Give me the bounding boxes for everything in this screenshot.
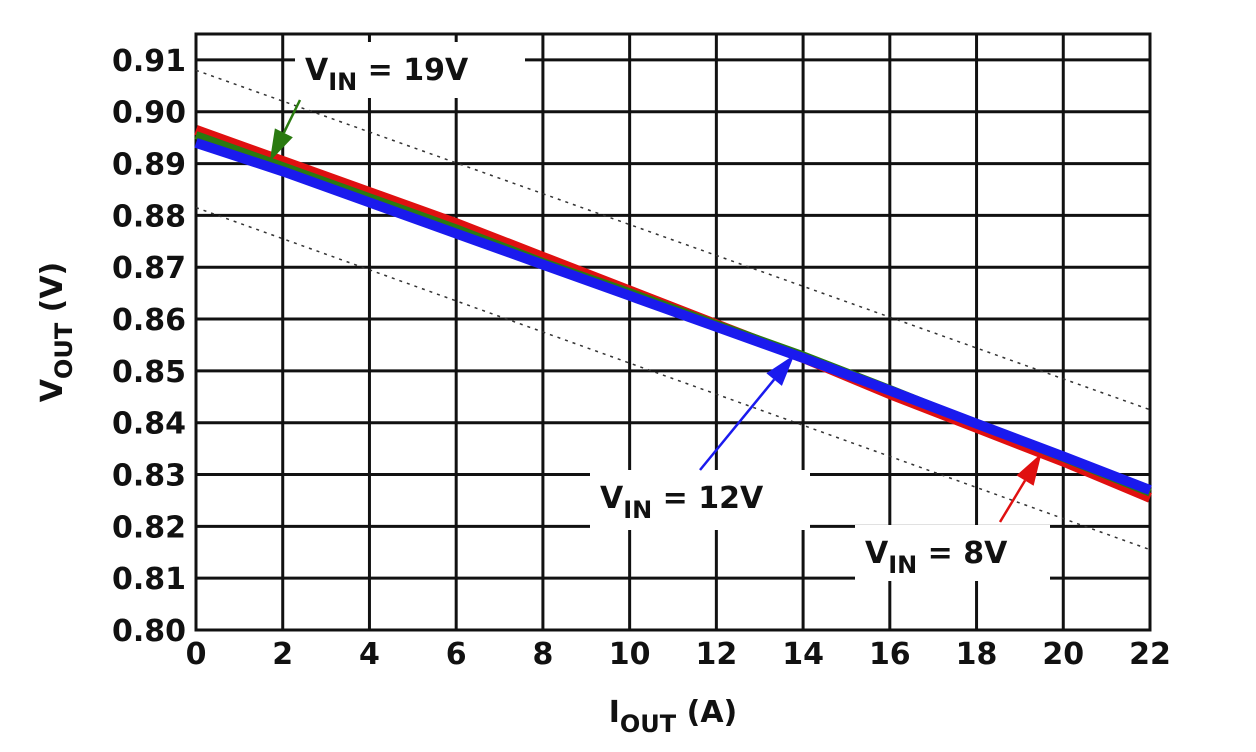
x-tick-label: 22 bbox=[1129, 637, 1171, 672]
annotation-arrow-shaft bbox=[998, 479, 1027, 523]
annotation-arrow-shaft bbox=[699, 378, 776, 471]
x-axis-label-sub: OUT bbox=[620, 710, 677, 738]
y-tick-label: 0.85 bbox=[112, 355, 186, 390]
y-axis-label-unit: (V) bbox=[35, 262, 70, 323]
x-tick-label: 8 bbox=[532, 637, 553, 672]
series-line-vin-12v bbox=[194, 138, 1152, 495]
y-axis-label-sub: OUT bbox=[50, 322, 78, 379]
x-axis-label: IOUT (A) bbox=[609, 695, 738, 738]
x-tick-label: 10 bbox=[609, 637, 651, 672]
annotation-arrow-head bbox=[1016, 453, 1042, 486]
annotation-arrow-head bbox=[766, 354, 795, 386]
x-axis-label-main: I bbox=[609, 695, 620, 730]
y-tick-label: 0.83 bbox=[112, 459, 186, 494]
y-tick-label: 0.80 bbox=[112, 614, 186, 649]
x-tick-label: 6 bbox=[446, 637, 467, 672]
annotation-rest: = 8V bbox=[917, 536, 1008, 571]
annotation-sub: IN bbox=[328, 68, 357, 96]
annotation-label: VIN = 12V bbox=[600, 481, 764, 524]
x-tick-label: 16 bbox=[869, 637, 911, 672]
y-tick-label: 0.82 bbox=[112, 510, 186, 545]
y-tick-label: 0.89 bbox=[112, 148, 186, 183]
x-axis-label-unit: (A) bbox=[676, 695, 737, 730]
y-tick-label: 0.90 bbox=[112, 96, 186, 131]
y-tick-label: 0.84 bbox=[112, 407, 186, 442]
annotation-sub: IN bbox=[623, 496, 652, 524]
y-tick-label: 0.81 bbox=[112, 562, 186, 597]
x-tick-label: 18 bbox=[956, 637, 998, 672]
y-tick-label: 0.86 bbox=[112, 303, 186, 338]
annotation-main: V bbox=[600, 481, 624, 516]
upper-limit-line bbox=[195, 69, 1151, 411]
annotation-arrow-shaft bbox=[282, 99, 302, 134]
y-axis-label-main: V bbox=[35, 378, 70, 402]
x-tick-label: 4 bbox=[359, 637, 380, 672]
annotation-arrow-head bbox=[269, 128, 293, 162]
y-tick-label: 0.88 bbox=[112, 199, 186, 234]
y-axis-label: VOUT (V) bbox=[35, 262, 78, 403]
annotation-label: VIN = 19V bbox=[305, 53, 469, 96]
x-tick-label: 12 bbox=[695, 637, 737, 672]
lower-limit-line bbox=[195, 206, 1151, 551]
annotation-sub: IN bbox=[888, 551, 917, 579]
annotation-rest: = 19V bbox=[357, 53, 469, 88]
annotation-box bbox=[590, 470, 810, 530]
annotation-box bbox=[295, 42, 525, 98]
x-tick-label: 2 bbox=[272, 637, 293, 672]
annotation-main: V bbox=[305, 53, 329, 88]
x-tick-label: 0 bbox=[186, 637, 207, 672]
x-tick-label: 20 bbox=[1042, 637, 1084, 672]
annotation-main: V bbox=[865, 536, 889, 571]
y-tick-label: 0.87 bbox=[112, 251, 186, 286]
annotation-box bbox=[855, 525, 1050, 581]
annotation-rest: = 12V bbox=[652, 481, 764, 516]
x-tick-label: 14 bbox=[782, 637, 824, 672]
annotation-label: VIN = 8V bbox=[865, 536, 1008, 579]
y-tick-label: 0.91 bbox=[112, 44, 186, 79]
